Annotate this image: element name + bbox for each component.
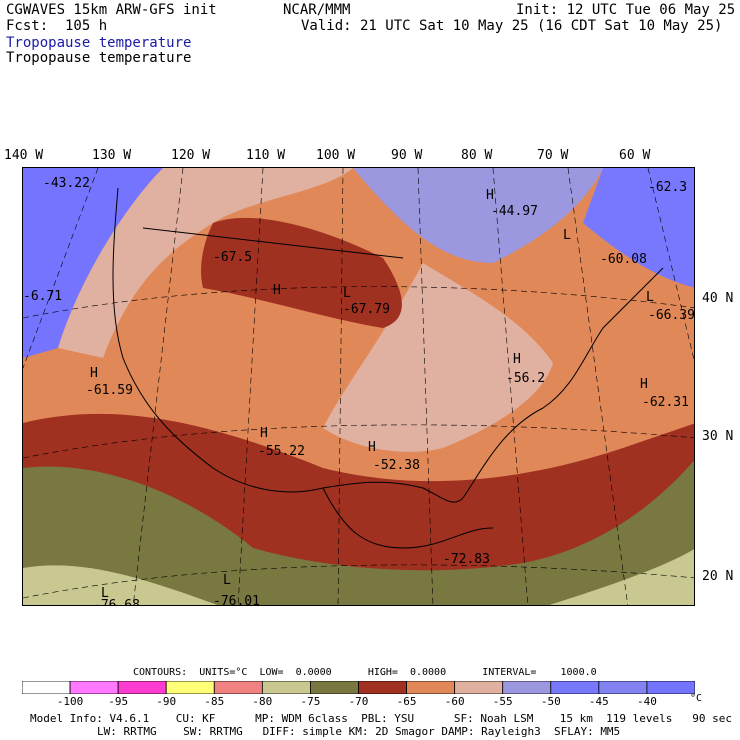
region-minus45-northeast <box>583 168 694 288</box>
contour-low: LOW= 0.0000 <box>259 667 332 678</box>
map-value: -61.59 <box>86 383 133 398</box>
lon-label-100w: 100 W <box>316 148 356 163</box>
lon-label-90w: 90 W <box>391 148 423 163</box>
lon-label-130w: 130 W <box>92 148 132 163</box>
map-value: -44.97 <box>491 204 538 219</box>
map-value: -76.01 <box>213 594 260 606</box>
contour-title: Tropopause temperature <box>6 50 192 66</box>
colorbar-swatch <box>310 681 359 694</box>
colorbar-swatch <box>117 681 167 694</box>
map-extremum: H <box>90 366 98 381</box>
colorbar-tick-label: -85 <box>204 695 225 708</box>
region-minus55-east <box>323 263 553 452</box>
region-minus50-north <box>353 168 603 263</box>
colorbar-swatch <box>454 681 504 694</box>
colorbar-swatch <box>646 681 695 694</box>
organization: NCAR/MMM <box>283 2 351 18</box>
colorbar-swatch <box>22 681 71 694</box>
map-value: -72.83 <box>443 552 490 567</box>
lon-label-80w: 80 W <box>461 148 493 163</box>
valid-time: Valid: 21 UTC Sat 10 May 25 (16 CDT Sat … <box>301 18 723 34</box>
colorbar-tick-label: -75 <box>300 695 321 708</box>
map-extremum: L <box>101 586 109 601</box>
lon-label-140w: 140 W <box>4 148 44 163</box>
init-time: Init: 12 UTC Tue 06 May 25 <box>516 2 736 18</box>
map-value: -55.22 <box>258 444 305 459</box>
contours-label: CONTOURS: <box>133 667 188 678</box>
colorbar-tick-label: -45 <box>588 695 609 708</box>
colorbar-swatch <box>550 681 600 694</box>
colorbar-tick-label: -60 <box>444 695 465 708</box>
map-extremum: H <box>513 352 521 367</box>
colorbar-swatch <box>165 681 215 694</box>
colorbar-tick-label: -40 <box>636 695 657 708</box>
map-value: -66.39 <box>648 308 695 323</box>
model-info-line2: LW: RRTMG SW: RRTMG DIFF: simple KM: 2D … <box>97 725 621 738</box>
map-value: -6.71 <box>23 289 63 304</box>
map-extremum: H <box>260 426 268 441</box>
lon-label-60w: 60 W <box>619 148 651 163</box>
map-canvas <box>23 168 694 605</box>
colorbar-unit: °C <box>690 693 703 704</box>
region-minus65-north <box>201 217 402 328</box>
colorbar-swatch <box>502 681 552 694</box>
graticule <box>23 168 694 605</box>
colorbar-tick-label: -95 <box>108 695 129 708</box>
lat-label-30n: 30 N <box>702 429 734 444</box>
colorbar <box>22 681 695 694</box>
colorbar-swatch <box>261 681 311 694</box>
map-extremum: H <box>640 377 648 392</box>
map-value: -67.79 <box>343 302 390 317</box>
colorbar-swatch <box>358 681 407 694</box>
map-extremum: L <box>646 290 654 305</box>
forecast-hour: Fcst: 105 h <box>6 18 108 34</box>
map-extremum: L <box>223 573 231 588</box>
region-minus40-west <box>23 168 163 358</box>
field-title: Tropopause temperature <box>6 35 192 51</box>
contour-interval: INTERVAL= 1000.0 <box>482 667 597 678</box>
region-minus70-south <box>23 460 694 605</box>
colorbar-swatch <box>69 681 119 694</box>
colorbar-swatch <box>598 681 648 694</box>
colorbar-tick-label: -80 <box>252 695 273 708</box>
model-info-line1: Model Info: V4.6.1 CU: KF MP: WDM 6class… <box>30 712 732 725</box>
region-minus55-northwest <box>58 168 353 358</box>
contour-units: UNITS=°C <box>199 667 248 678</box>
colorbar-tick-label: -100 <box>56 695 84 708</box>
map-value: -62.31 <box>642 395 689 410</box>
region-minus75-southwest <box>23 565 218 605</box>
lon-label-70w: 70 W <box>537 148 569 163</box>
contour-info: CONTOURS: UNITS=°C LOW= 0.0000 HIGH= 0.0… <box>133 667 597 678</box>
map-value: -60.08 <box>600 252 647 267</box>
lon-label-110w: 110 W <box>246 148 286 163</box>
map-extremum: H <box>486 188 494 203</box>
map-extremum: H <box>368 440 376 455</box>
colorbar-tick-label: -90 <box>156 695 177 708</box>
borders <box>112 187 664 549</box>
colorbar-swatch <box>213 681 263 694</box>
map-extremum: L <box>343 286 351 301</box>
lon-label-120w: 120 W <box>171 148 211 163</box>
lat-label-20n: 20 N <box>702 569 734 584</box>
map-extremum: H <box>273 283 281 298</box>
colorbar-tick-label: -55 <box>492 695 513 708</box>
map-value: -76.68 <box>93 598 140 606</box>
colorbar-tick-label: -70 <box>348 695 369 708</box>
map-value: -62.3 <box>648 180 688 195</box>
lat-label-40n: 40 N <box>702 291 734 306</box>
contour-high: HIGH= 0.0000 <box>367 667 447 678</box>
map-value: -52.38 <box>373 458 420 473</box>
tropopause-temperature-map: -43.22 H -44.97 -62.3 -67.5 -60.08 L -67… <box>22 167 695 606</box>
colorbar-swatch <box>406 681 456 694</box>
model-title: CGWAVES 15km ARW-GFS init <box>6 2 217 18</box>
map-value: -43.22 <box>43 176 90 191</box>
region-minus75-southeast <box>549 549 694 605</box>
colorbar-tick-label: -65 <box>396 695 417 708</box>
colorbar-tick-label: -50 <box>540 695 561 708</box>
map-extremum: L <box>563 228 571 243</box>
map-value: -67.5 <box>213 250 253 265</box>
map-value: -56.2 <box>506 371 546 386</box>
